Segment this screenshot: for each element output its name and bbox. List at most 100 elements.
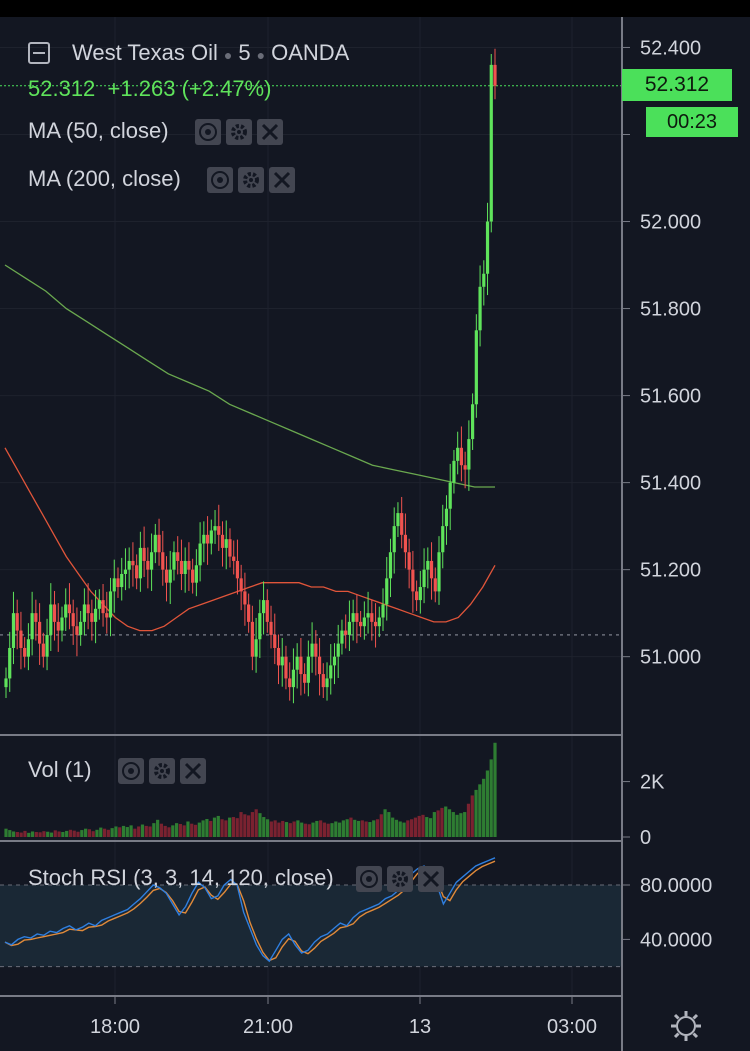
ma50-polyline — [4, 447, 496, 632]
settings-gear-icon — [671, 1011, 701, 1041]
volume-bar — [65, 830, 69, 837]
last-price-tag: 52.312 — [622, 69, 732, 101]
candle-body — [142, 547, 146, 561]
candle-body — [205, 534, 210, 544]
close-icon[interactable] — [179, 758, 206, 785]
volume-bar — [193, 824, 198, 837]
candle-body — [19, 630, 23, 648]
candle-body — [381, 604, 385, 618]
candle-body — [370, 613, 374, 622]
volume-bar — [72, 830, 76, 837]
candle-body — [187, 560, 191, 570]
volume-bar — [375, 819, 380, 837]
candle-body — [239, 578, 243, 592]
candle-body — [194, 565, 198, 583]
volume-bar — [99, 827, 103, 837]
chart-settings-button[interactable] — [668, 1008, 704, 1049]
eye-icon[interactable] — [206, 167, 233, 194]
candle-body — [411, 569, 415, 592]
volume-bar — [53, 830, 57, 837]
close-icon[interactable] — [268, 167, 295, 194]
volume-bar — [129, 825, 133, 837]
ma50-line — [4, 447, 496, 632]
candle-body — [202, 534, 206, 544]
volume-bar — [493, 742, 497, 837]
candle-body — [299, 656, 303, 675]
axes: 52.400 52.000 51.800 51.600 51.400 51.200 51.0… — [0, 17, 712, 1051]
candle-body — [90, 613, 94, 622]
candle-body — [415, 591, 419, 601]
candle-body — [108, 591, 113, 618]
candle-body — [45, 634, 49, 657]
candle-body — [49, 604, 53, 635]
candle-body — [224, 539, 228, 548]
candle-body — [291, 669, 296, 688]
volume-bar — [137, 826, 141, 837]
volume-bar — [254, 809, 258, 837]
candle-body — [71, 613, 75, 627]
eye-icon[interactable] — [194, 119, 221, 146]
candle-body — [459, 447, 464, 466]
collapse-legend-button[interactable] — [28, 42, 50, 64]
time-tick-label: 18:00 — [90, 1016, 140, 1038]
volume-bar — [368, 822, 372, 837]
gear-icon[interactable] — [237, 167, 264, 194]
volume-bar — [171, 825, 175, 837]
volume-bar — [250, 812, 254, 837]
candle-body — [418, 587, 422, 601]
candle-body — [75, 626, 79, 635]
volume-tick-label: 0 — [640, 827, 651, 849]
volume-bar — [106, 829, 110, 837]
candle-body — [23, 647, 27, 657]
volume-bar — [178, 823, 182, 837]
close-icon[interactable] — [417, 866, 444, 893]
candle-body — [485, 221, 490, 274]
source-label: OANDA — [271, 40, 350, 65]
volume-bar — [125, 827, 129, 837]
volume-bar — [398, 821, 402, 837]
symbol-name: West Texas Oil — [72, 40, 218, 65]
eye-icon[interactable] — [355, 866, 382, 893]
volume-legend: Vol (1) — [28, 757, 206, 785]
volume-bar — [337, 822, 342, 837]
volume-bar — [406, 820, 410, 837]
volume-bar — [159, 823, 164, 837]
eye-icon[interactable] — [117, 758, 144, 785]
volume-bar — [482, 778, 486, 837]
candle-body — [467, 439, 471, 470]
candle-body — [426, 560, 430, 570]
candle-body — [347, 621, 352, 635]
price-legend: 52.312 +1.263 (+2.47%) — [28, 76, 271, 102]
gear-icon[interactable] — [148, 758, 175, 785]
volume-bar — [413, 817, 417, 837]
volume-bar — [326, 823, 330, 837]
volume-bar — [42, 831, 46, 837]
volume-bar — [201, 820, 205, 837]
stoch-tick-label: 40.0000 — [640, 929, 712, 951]
volume-bar — [379, 814, 383, 837]
stoch-k-line — [4, 857, 496, 963]
volume-bar — [463, 812, 467, 837]
candle-body — [112, 578, 116, 592]
candle-body — [228, 539, 232, 557]
volume-bar — [49, 832, 54, 837]
volume-bar — [296, 820, 300, 837]
chart-canvas[interactable]: 52.400 52.000 51.800 51.600 51.400 51.200 51.0… — [0, 17, 750, 1051]
volume-bar — [258, 813, 262, 837]
volume-bar — [95, 829, 99, 837]
volume-bar — [303, 823, 308, 837]
volume-bar — [224, 820, 228, 837]
candle-body — [250, 621, 254, 657]
volume-bar — [432, 812, 436, 837]
gear-icon[interactable] — [386, 866, 413, 893]
volume-bar — [444, 806, 448, 837]
close-icon[interactable] — [256, 119, 283, 146]
volume-bar — [121, 825, 126, 837]
candle-body — [456, 447, 460, 461]
candle-body — [41, 643, 45, 657]
volume-bar — [269, 821, 273, 837]
candle-body — [198, 543, 202, 566]
bar-countdown-tag: 00:23 — [645, 106, 739, 138]
candle-body — [64, 604, 68, 618]
gear-icon[interactable] — [225, 119, 252, 146]
